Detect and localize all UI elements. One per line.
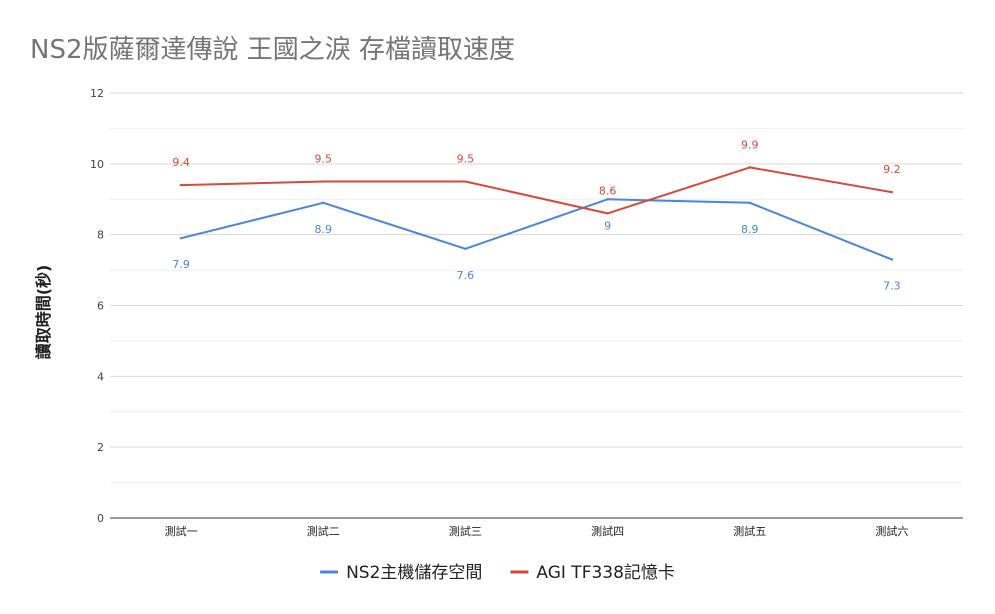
data-point [748, 201, 751, 204]
x-tick-label: 測試五 [733, 524, 766, 538]
data-point [890, 190, 894, 194]
data-point [748, 166, 751, 169]
data-point [890, 258, 894, 261]
data-point [464, 180, 467, 183]
gridlines [110, 92, 963, 484]
axes: 0 2 4 6 8 10 12 測試一 測試二 測試三 測試四 測試五 測試六 [90, 87, 963, 538]
legend-label: NS2主機儲存空間 [346, 563, 482, 583]
data-point [179, 183, 183, 187]
series-line [180, 198, 893, 261]
data-point [606, 198, 609, 201]
data-label: 7.9 [172, 258, 190, 271]
data-point [179, 237, 183, 240]
x-tick-label: 測試六 [875, 524, 908, 538]
data-label: 9 [604, 219, 611, 232]
data-label: 8.9 [741, 223, 759, 236]
data-label: 9.5 [457, 153, 475, 166]
data-point [322, 180, 325, 183]
legend-label: AGI TF338記憶卡 [536, 563, 675, 583]
data-label: 9.4 [172, 156, 190, 169]
y-tick-label: 0 [97, 512, 104, 525]
series-line [181, 166, 893, 215]
x-tick-label: 測試二 [307, 524, 340, 538]
data-label: 8.9 [315, 223, 333, 236]
x-tick-label: 測試四 [591, 524, 624, 538]
x-tick-label: 測試三 [449, 524, 482, 538]
x-tick-label: 測試一 [165, 524, 198, 538]
y-tick-label: 12 [90, 87, 104, 100]
data-label: 9.9 [741, 138, 759, 151]
data-label: 9.2 [883, 163, 901, 176]
data-labels: 7.9 8.9 7.6 9 8.9 7.3 9.4 9.5 9.5 8.6 9.9 9.2 [172, 138, 900, 292]
y-axis-label: 讀取時間(秒) [34, 265, 53, 360]
legend: NS2主機儲存空間 AGI TF338記憶卡 [320, 563, 675, 583]
data-label: 7.3 [883, 279, 901, 292]
chart-title: NS2版薩爾達傳說 王國之淚 存檔讀取速度 [30, 35, 515, 65]
y-tick-label: 2 [97, 441, 104, 454]
data-label: 7.6 [457, 269, 475, 282]
data-point [606, 212, 609, 215]
series-group [179, 198, 894, 261]
series [179, 166, 894, 261]
series-group [179, 166, 894, 215]
y-tick-label: 10 [90, 158, 104, 171]
y-tick-label: 4 [97, 370, 104, 383]
data-label: 9.5 [315, 153, 333, 166]
data-point [464, 247, 467, 251]
y-tick-label: 8 [97, 229, 104, 242]
y-tick-label: 6 [97, 300, 104, 313]
data-point [322, 201, 325, 204]
data-label: 8.6 [599, 184, 617, 197]
